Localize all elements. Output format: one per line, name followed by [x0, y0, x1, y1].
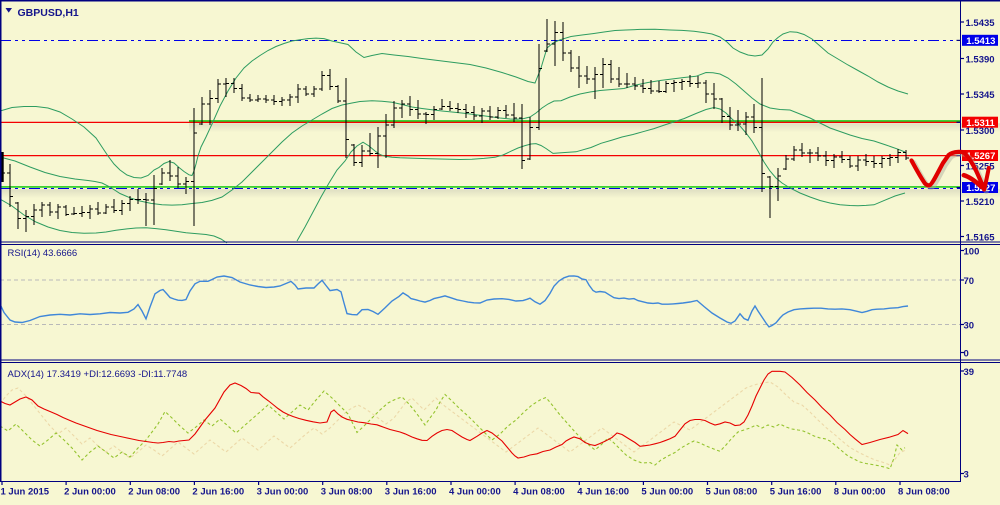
- svg-text:3 Jun 00:00: 3 Jun 00:00: [257, 487, 309, 498]
- svg-text:39: 39: [964, 367, 975, 378]
- svg-text:100: 100: [964, 246, 980, 257]
- svg-text:30: 30: [964, 320, 975, 331]
- svg-text:5 Jun 16:00: 5 Jun 16:00: [770, 487, 822, 498]
- svg-text:4 Jun 08:00: 4 Jun 08:00: [513, 487, 565, 498]
- svg-text:2 Jun 08:00: 2 Jun 08:00: [128, 487, 180, 498]
- svg-text:1.5345: 1.5345: [966, 90, 996, 101]
- svg-text:GBPUSD,H1: GBPUSD,H1: [18, 7, 79, 19]
- svg-text:8 Jun 08:00: 8 Jun 08:00: [898, 487, 950, 498]
- svg-text:2 Jun 16:00: 2 Jun 16:00: [192, 487, 244, 498]
- svg-text:2 Jun 00:00: 2 Jun 00:00: [64, 487, 116, 498]
- svg-text:1 Jun 2015: 1 Jun 2015: [1, 487, 50, 498]
- svg-text:3 Jun 08:00: 3 Jun 08:00: [321, 487, 373, 498]
- svg-text:3: 3: [964, 469, 969, 480]
- svg-text:5 Jun 08:00: 5 Jun 08:00: [706, 487, 758, 498]
- svg-text:1.5267: 1.5267: [966, 151, 995, 162]
- svg-text:1.5210: 1.5210: [966, 197, 995, 208]
- svg-text:1.5311: 1.5311: [966, 118, 995, 129]
- svg-text:4 Jun 16:00: 4 Jun 16:00: [577, 487, 629, 498]
- svg-text:1.5300: 1.5300: [966, 126, 995, 137]
- svg-text:ADX(14) 17.3419 +DI:12.6693 -D: ADX(14) 17.3419 +DI:12.6693 -DI:11.7748: [8, 369, 188, 380]
- svg-text:1.5413: 1.5413: [966, 36, 995, 47]
- svg-text:4 Jun 00:00: 4 Jun 00:00: [449, 487, 501, 498]
- svg-text:1.5390: 1.5390: [966, 54, 995, 65]
- svg-text:8 Jun 00:00: 8 Jun 00:00: [834, 487, 886, 498]
- svg-text:1.5165: 1.5165: [966, 232, 996, 243]
- svg-text:RSI(14) 43.6666: RSI(14) 43.6666: [8, 248, 78, 259]
- svg-text:70: 70: [964, 276, 975, 287]
- svg-text:3 Jun 16:00: 3 Jun 16:00: [385, 487, 437, 498]
- svg-text:1.5435: 1.5435: [966, 18, 996, 29]
- svg-text:0: 0: [964, 348, 969, 359]
- svg-text:5 Jun 00:00: 5 Jun 00:00: [641, 487, 693, 498]
- svg-text:1.5255: 1.5255: [966, 161, 996, 172]
